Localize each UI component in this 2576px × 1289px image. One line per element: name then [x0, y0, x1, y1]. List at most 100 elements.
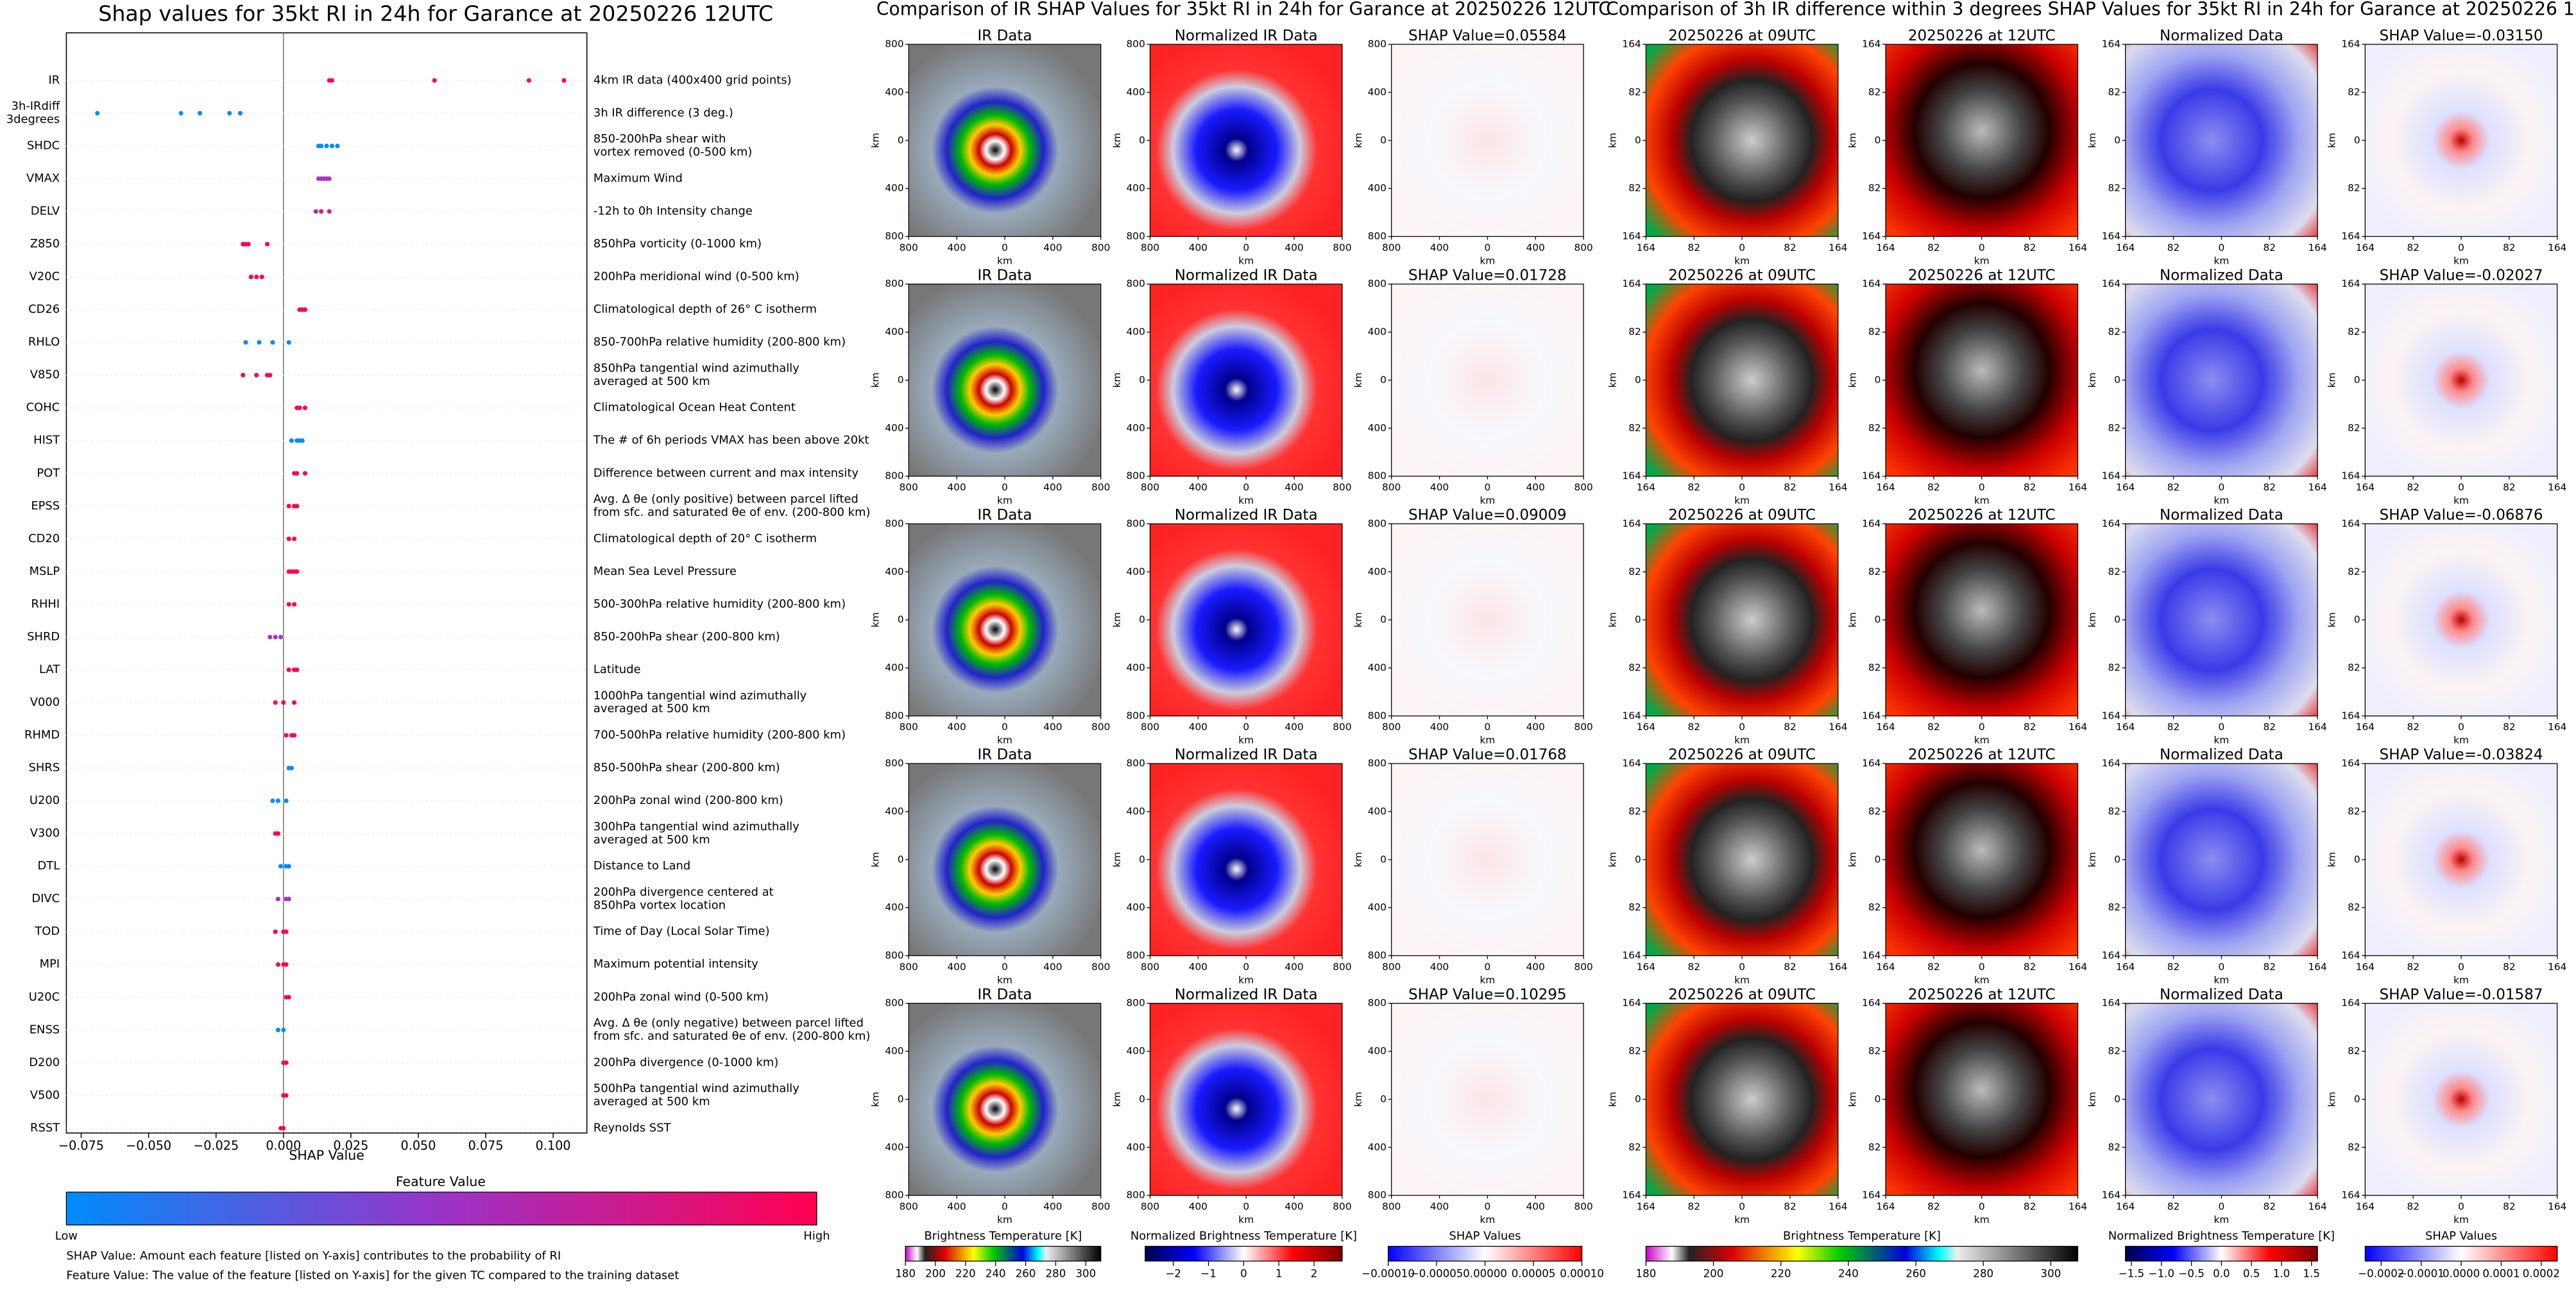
x-axis-label: km	[1238, 1214, 1254, 1225]
colorbar-tick-label: −0.00005	[1410, 1267, 1463, 1279]
x-tick-label: 82	[1927, 242, 1940, 253]
feature-label: RHHI	[31, 597, 60, 611]
y-tick-label: 164	[1622, 1190, 1641, 1201]
colorbar-label: Normalized Brightness Temperature [K]	[2108, 1229, 2335, 1243]
y-tick-label: 82	[1628, 326, 1641, 337]
colorbar-tick-label: 0.0002	[2523, 1267, 2560, 1279]
colorbar-tick-label: 0.0001	[2482, 1267, 2520, 1279]
y-axis-label: km	[1607, 373, 1619, 388]
shap-point	[281, 1125, 286, 1131]
x-tick-label: 400	[948, 1201, 966, 1213]
y-tick-label: 800	[885, 758, 903, 769]
colorbar-tick-label: −0.5	[2178, 1267, 2204, 1279]
y-tick-label: 800	[1127, 470, 1145, 482]
x-tick-label: 82	[1927, 1201, 1940, 1213]
feature-description: 200hPa divergence (0-1000 km)	[593, 1055, 778, 1069]
y-tick-label: 164	[1622, 278, 1641, 289]
feature-description: 200hPa divergence centered at	[593, 885, 774, 899]
x-tick-label: 0.000	[266, 1138, 301, 1153]
y-tick-label: 164	[1862, 950, 1881, 961]
x-tick-label: 82	[2407, 482, 2419, 493]
y-axis-label: km	[2086, 852, 2098, 867]
x-axis-label: km	[1480, 255, 1496, 266]
feature-label: IR	[48, 73, 60, 87]
y-tick-label: 0	[1875, 134, 1881, 146]
feature-description: 850-200hPa shear with	[593, 132, 726, 146]
shap-point	[335, 143, 340, 149]
panel-title: 20250226 at 09UTC	[1668, 267, 1816, 284]
y-tick-label: 400	[1127, 1045, 1145, 1057]
y-tick-label: 0	[1635, 374, 1641, 386]
image-panel	[2125, 1003, 2318, 1196]
x-tick-label: 82	[2264, 961, 2276, 973]
x-tick-label: 0	[2458, 961, 2464, 973]
feature-description: Reynolds SST	[593, 1121, 671, 1134]
panel-title: SHAP Value=0.01768	[1408, 747, 1567, 764]
colorbar-tick-label: 1	[1275, 1267, 1283, 1279]
y-tick-label: 400	[1368, 422, 1386, 434]
x-axis-label: km	[2214, 495, 2230, 506]
y-tick-label: 0	[1139, 1093, 1145, 1105]
y-tick-label: 82	[2108, 422, 2121, 434]
x-axis-label: km	[2453, 974, 2469, 986]
image-panel	[2125, 44, 2318, 237]
plot-frame	[65, 32, 588, 1134]
y-tick-label: 82	[2348, 86, 2360, 98]
x-tick-label: 400	[1189, 721, 1207, 733]
shap-point	[327, 209, 332, 214]
x-axis-label: km	[1974, 974, 1990, 986]
shap-point	[302, 471, 308, 476]
x-tick-label: 164	[2308, 721, 2326, 733]
colorbar	[65, 1191, 817, 1225]
x-tick-label: 164	[1829, 721, 1847, 733]
colorbar-tick-label: 200	[925, 1267, 946, 1279]
panel-title: SHAP Value=-0.06876	[2380, 507, 2543, 524]
feature-description: Difference between current and max inten…	[593, 466, 859, 480]
y-tick-label: 164	[1622, 710, 1641, 721]
x-tick-label: 82	[1688, 961, 1701, 973]
x-axis-label: SHAP Value	[289, 1148, 364, 1163]
x-axis-label: km	[1734, 1214, 1750, 1225]
y-tick-label: 0	[1875, 614, 1881, 626]
y-tick-label: 164	[1862, 758, 1881, 769]
y-tick-label: 82	[2108, 566, 2121, 577]
y-axis-label: km	[2326, 852, 2338, 867]
y-tick-label: 800	[885, 1190, 903, 1201]
feature-description: averaged at 500 km	[593, 702, 710, 715]
x-tick-label: 800	[1574, 242, 1593, 253]
image-panel	[1391, 1003, 1584, 1196]
y-tick-label: 164	[2341, 710, 2360, 721]
panel-title: IR Data	[978, 747, 1032, 764]
y-axis-label: km	[1607, 133, 1619, 148]
y-tick-label: 82	[1628, 86, 1641, 98]
colorbar-tick-label: 0	[1240, 1267, 1247, 1279]
x-tick-label: 164	[1829, 1201, 1847, 1213]
y-axis-label: km	[1111, 852, 1123, 867]
y-tick-label: 0	[1635, 1093, 1641, 1105]
x-tick-label: 800	[1382, 482, 1401, 493]
y-tick-label: 800	[1127, 38, 1145, 50]
x-tick-label: 800	[900, 1201, 918, 1213]
image-panel	[2364, 763, 2558, 957]
feature-description: vortex removed (0-500 km)	[593, 146, 753, 159]
shap-point	[259, 275, 264, 280]
x-tick-label: 0	[1485, 482, 1491, 493]
shap-point	[227, 110, 232, 116]
image-panel	[1149, 44, 1343, 237]
y-tick-label: 164	[2341, 278, 2360, 289]
y-tick-label: 400	[1127, 422, 1145, 434]
shap-point	[294, 667, 300, 672]
y-tick-label: 0	[2354, 853, 2360, 865]
y-tick-label: 164	[1862, 278, 1881, 289]
shap-point	[286, 536, 291, 542]
x-tick-label: 164	[1829, 482, 1847, 493]
panel-title: Normalized Data	[2160, 747, 2283, 764]
x-tick-label: 400	[1284, 1201, 1303, 1213]
x-tick-label: 82	[1784, 482, 1796, 493]
panel-title: Normalized Data	[2160, 267, 2283, 284]
y-tick-label: 164	[2102, 230, 2120, 242]
x-tick-label: 800	[1333, 721, 1351, 733]
x-axis-label: km	[1480, 1214, 1496, 1225]
y-tick-label: 164	[2341, 470, 2360, 482]
y-tick-label: 0	[1139, 134, 1145, 146]
